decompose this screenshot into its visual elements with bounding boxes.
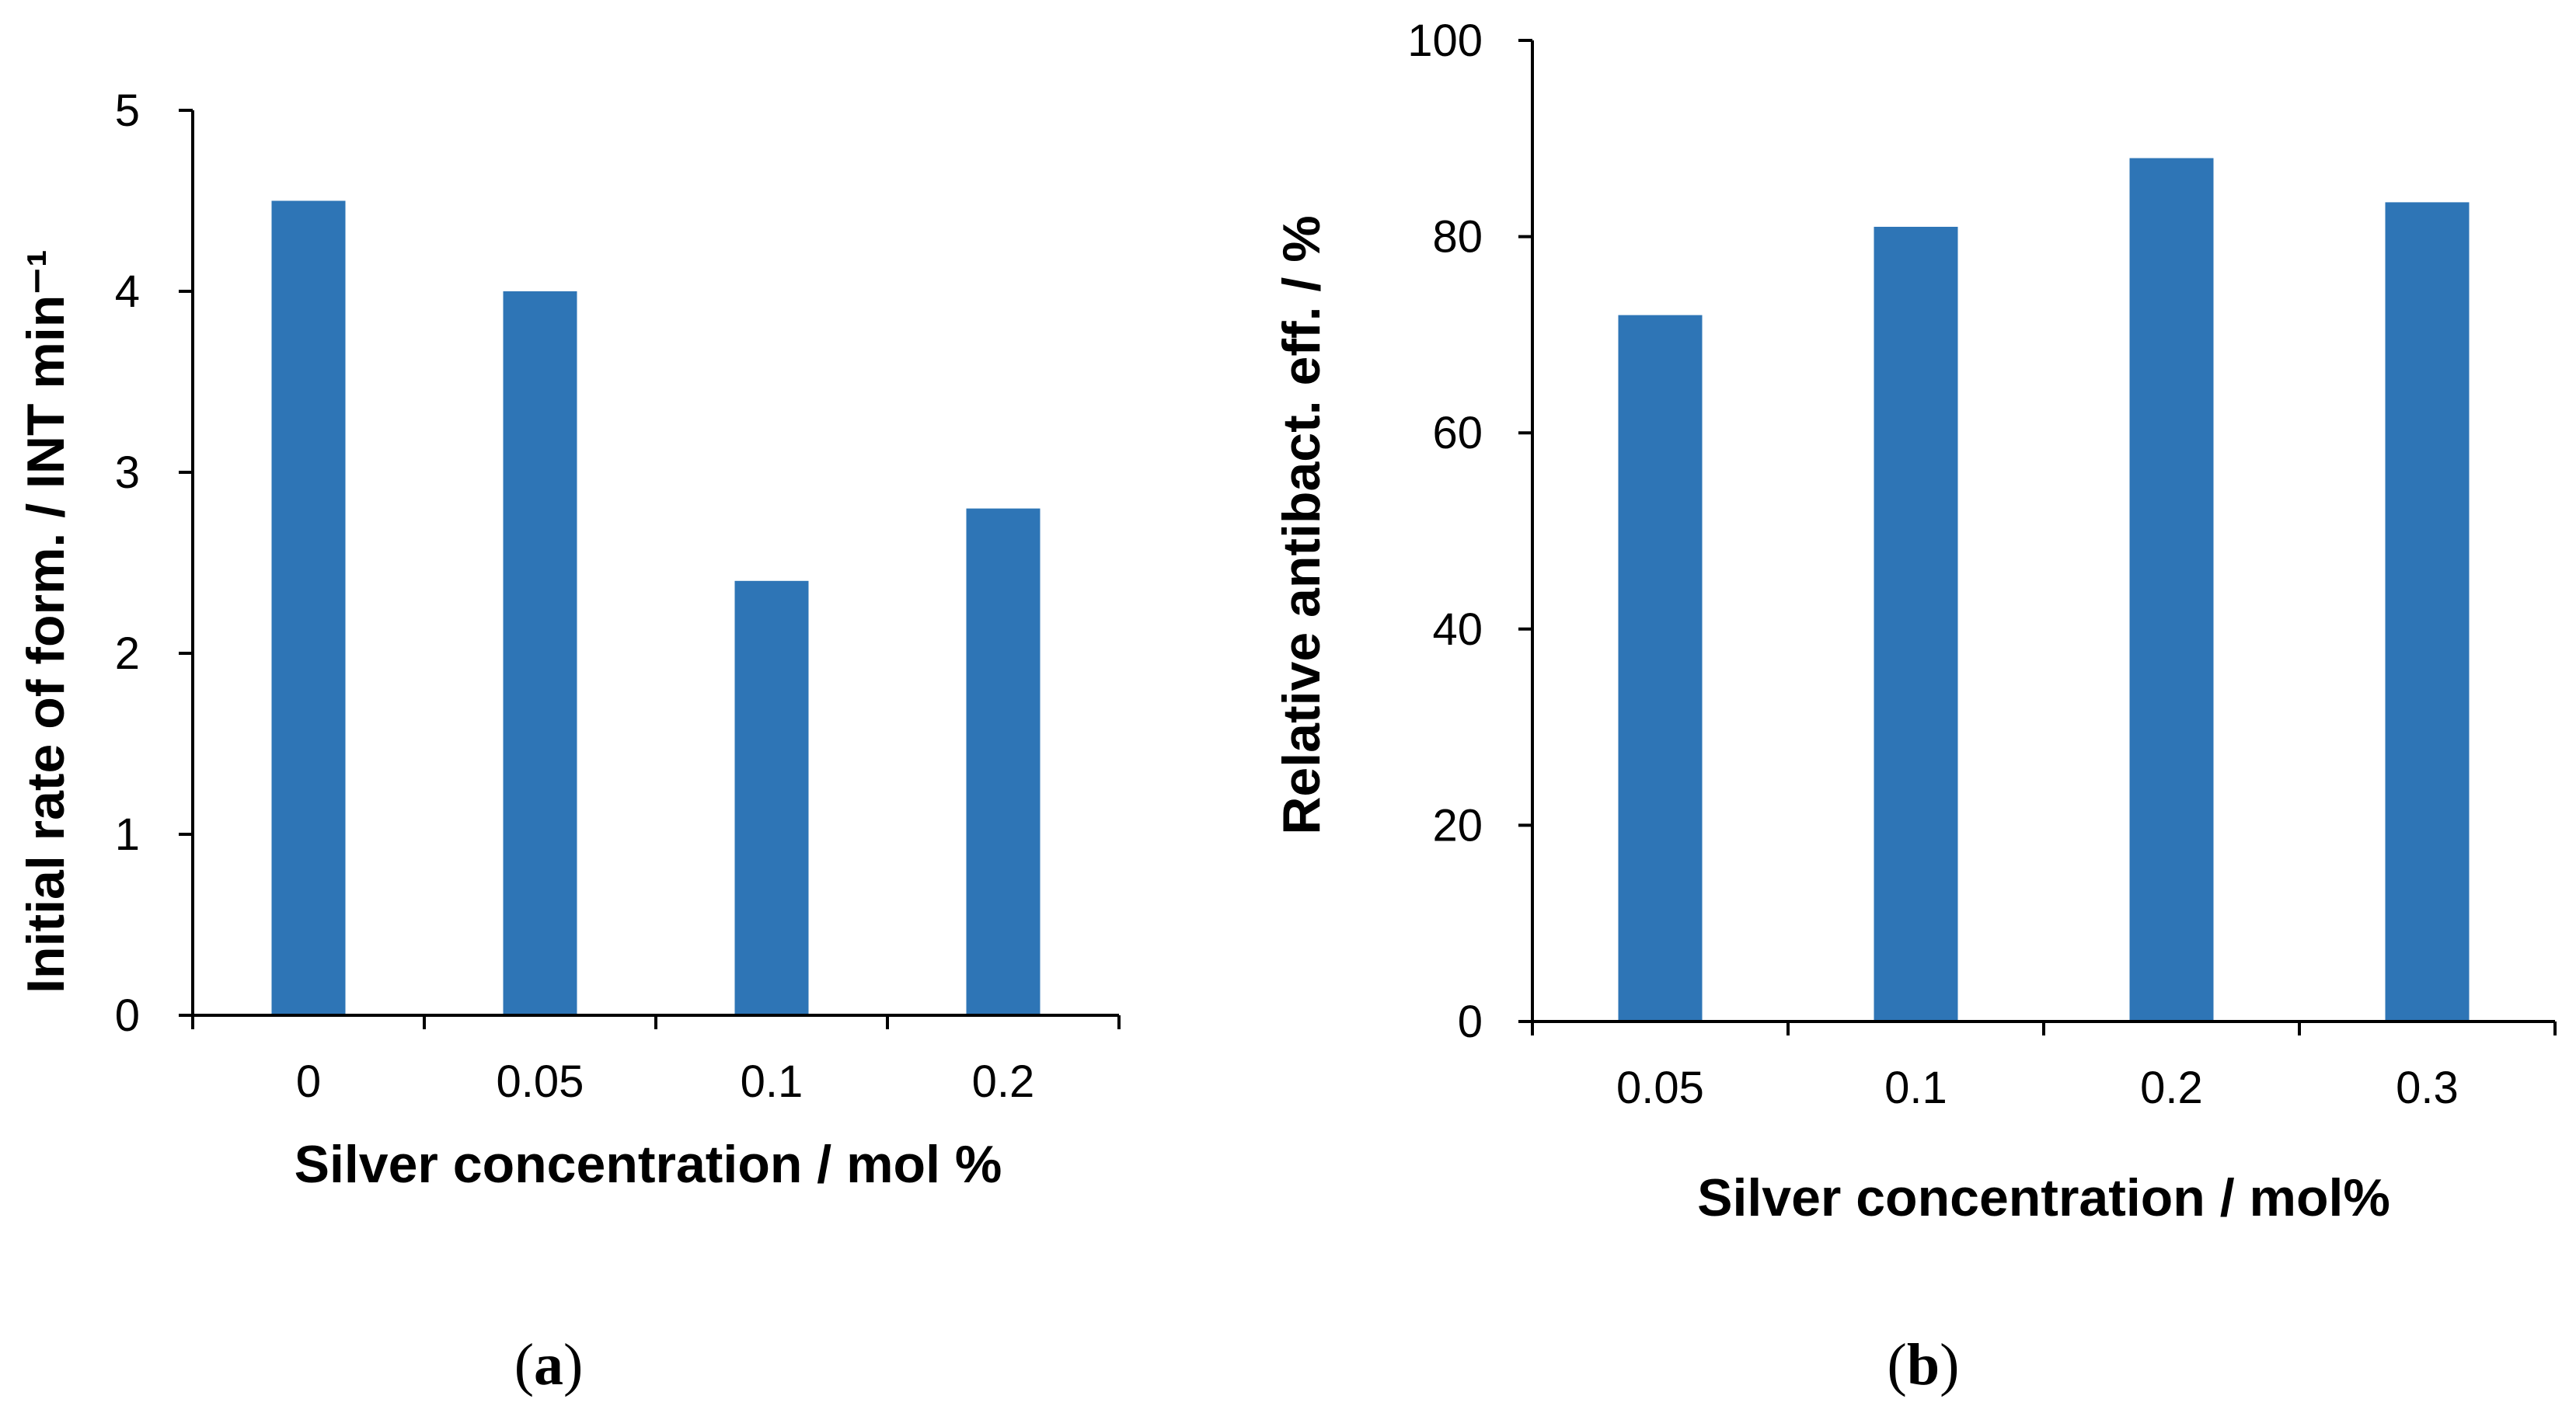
panel-label-close: ) xyxy=(1940,1332,1959,1397)
y-tick-label: 0 xyxy=(1458,997,1483,1047)
panel-label-open: ( xyxy=(514,1332,534,1397)
bar xyxy=(271,200,346,1015)
x-tick-label: 0 xyxy=(296,1056,321,1107)
chart-panel-b: 0 20 40 60 80 100 0.05 0.1 0.2 0.3 Silver concentr… xyxy=(1272,16,2557,1397)
y-tick-label: 80 xyxy=(1432,212,1483,263)
bar xyxy=(2385,202,2470,1021)
panel-label: (b) xyxy=(1888,1332,1960,1397)
y-tick-label: 4 xyxy=(115,266,140,317)
y-tick-label: 2 xyxy=(115,628,140,679)
bar xyxy=(966,508,1041,1015)
y-tick-label: 60 xyxy=(1432,408,1483,458)
x-tick-label: 0.05 xyxy=(1616,1063,1704,1113)
x-axis-title: Silver concentration / mol % xyxy=(295,1135,1002,1194)
bar xyxy=(1618,315,1703,1021)
y-tick-label: 20 xyxy=(1432,800,1483,851)
bar xyxy=(734,580,809,1015)
bar xyxy=(2129,158,2214,1021)
bar xyxy=(1874,226,1958,1022)
x-tick-label: 0.3 xyxy=(2396,1063,2459,1113)
y-tick-label: 1 xyxy=(115,809,140,860)
y-tick-label: 40 xyxy=(1432,604,1483,655)
x-tick-label: 0.2 xyxy=(2140,1063,2203,1113)
panel-label-letter: a xyxy=(534,1332,563,1397)
x-tick-label: 0.05 xyxy=(497,1056,584,1107)
panel-label: (a) xyxy=(514,1332,584,1397)
bar xyxy=(503,291,577,1015)
panel-label-letter: b xyxy=(1907,1332,1940,1397)
panel-label-close: ) xyxy=(563,1332,583,1397)
x-tick-label: 0.2 xyxy=(972,1056,1035,1107)
y-tick-label: 0 xyxy=(115,990,140,1041)
y-tick-label: 100 xyxy=(1407,16,1483,66)
panel-label-open: ( xyxy=(1888,1332,1907,1397)
x-axis-title: Silver concentration / mol% xyxy=(1697,1168,2390,1227)
y-axis-title: Initial rate of form. / INT min⁻¹ xyxy=(16,249,75,994)
y-axis-title: Relative antibact. eff. / % xyxy=(1272,215,1331,834)
y-tick-label: 3 xyxy=(115,447,140,498)
x-tick-label: 0.1 xyxy=(1884,1063,1947,1113)
chart-panel-a: 0 1 2 3 4 5 0 0.05 0.1 0.2 Silver concentration / … xyxy=(16,85,1121,1397)
x-tick-label: 0.1 xyxy=(741,1056,803,1107)
y-tick-label: 5 xyxy=(115,85,140,136)
